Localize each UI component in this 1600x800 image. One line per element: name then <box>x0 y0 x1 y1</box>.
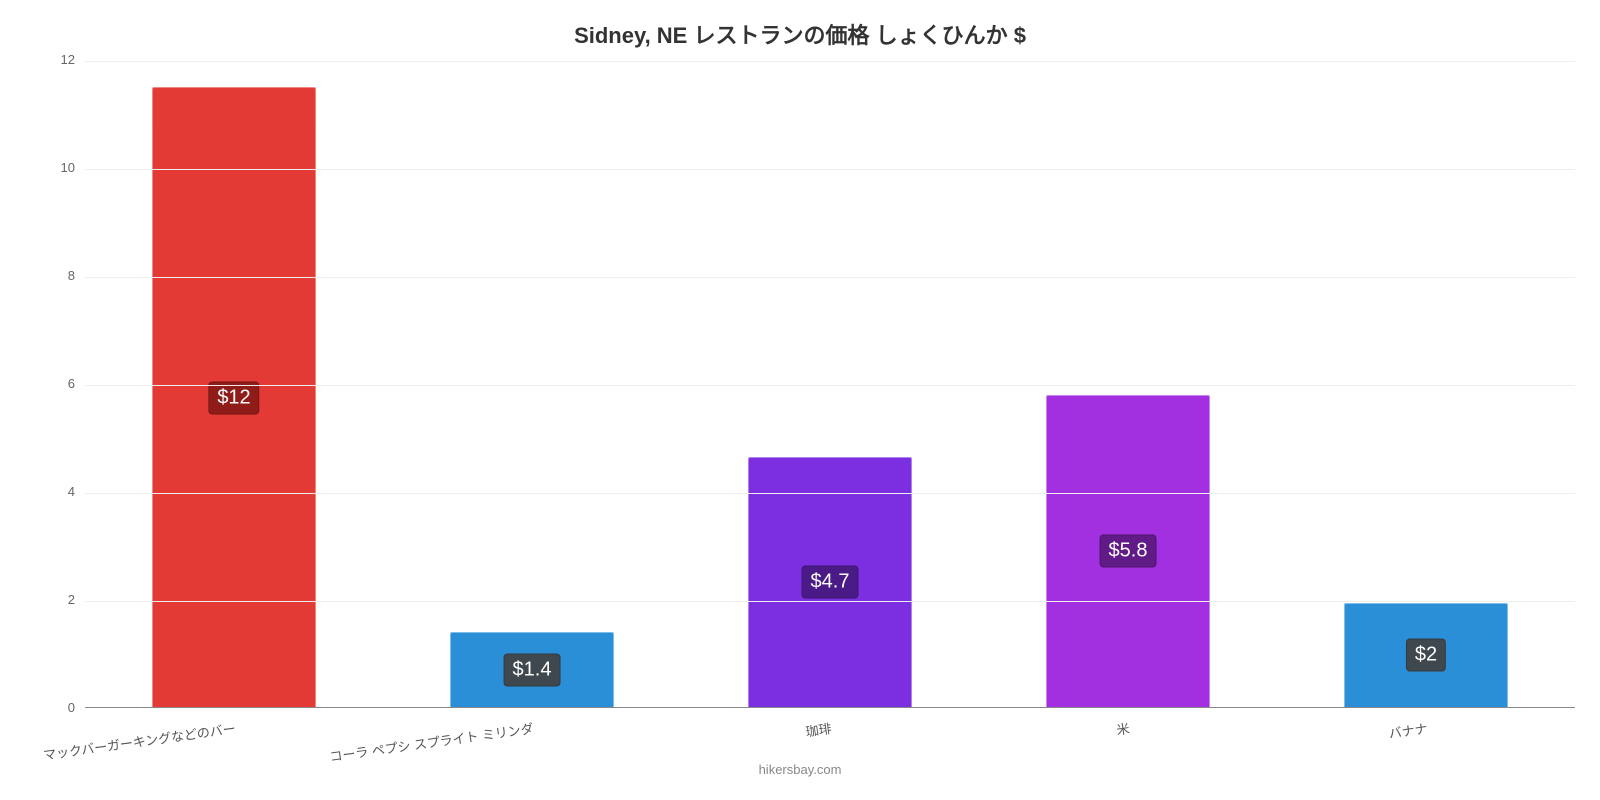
x-tick-label: 珈琲 <box>804 718 832 740</box>
chart-title: Sidney, NE レストランの価格 しょくひんか $ <box>0 18 1600 50</box>
gridline <box>85 169 1575 170</box>
gridline <box>85 385 1575 386</box>
x-tick-label: 米 <box>1115 718 1131 739</box>
x-axis-baseline <box>85 707 1575 708</box>
gridline <box>85 61 1575 62</box>
value-badge: $2 <box>1406 639 1446 672</box>
value-badge: $4.7 <box>802 566 859 599</box>
gridline <box>85 277 1575 278</box>
x-tick-label: バナナ <box>1387 718 1428 742</box>
y-tick-label: 10 <box>45 160 75 175</box>
price-bar-chart: Sidney, NE レストランの価格 しょくひんか $ $12$1.4$4.7… <box>0 0 1600 800</box>
y-tick-label: 4 <box>45 484 75 499</box>
plot-area: $12$1.4$4.7$5.8$2 <box>85 60 1575 708</box>
gridline <box>85 601 1575 602</box>
y-tick-label: 2 <box>45 592 75 607</box>
y-tick-label: 8 <box>45 268 75 283</box>
x-tick-label: マックバーガーキングなどのバー <box>42 718 237 764</box>
attribution-text: hikersbay.com <box>0 762 1600 777</box>
y-tick-label: 12 <box>45 52 75 67</box>
x-tick-label: コーラ ペプシ スプライト ミリンダ <box>328 718 534 765</box>
value-badge: $5.8 <box>1100 535 1157 568</box>
y-tick-label: 0 <box>45 700 75 715</box>
value-badge: $1.4 <box>504 654 561 687</box>
gridline <box>85 493 1575 494</box>
y-tick-label: 6 <box>45 376 75 391</box>
